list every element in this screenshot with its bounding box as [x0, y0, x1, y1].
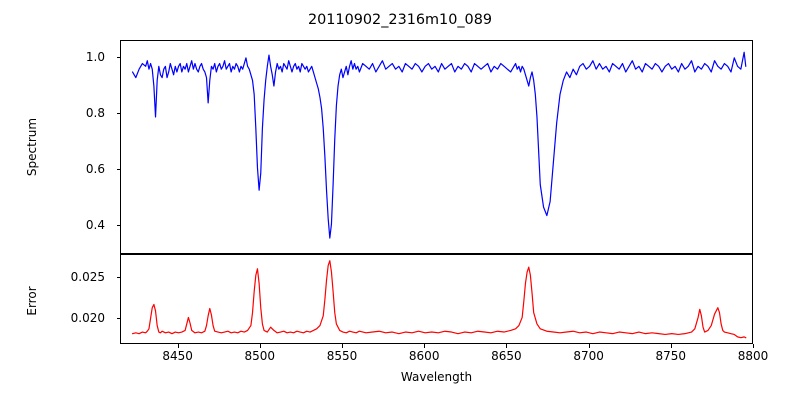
- spectrum-tickmark-0p4: [116, 225, 120, 226]
- xtickmark-8650: [506, 344, 508, 348]
- xtickmark-8600: [424, 344, 426, 348]
- xtick-8600: 8600: [408, 349, 440, 363]
- error-y-axis: 0.025 0.020: [0, 254, 112, 344]
- xtick-8700: 8700: [573, 349, 604, 363]
- xtick-8800: 8800: [737, 349, 769, 363]
- spectrum-ytick-0p6: 0.6: [85, 162, 105, 176]
- xtickmark-8800: [753, 344, 754, 348]
- xtick-8750: 8750: [655, 349, 687, 363]
- spectrum-tickmark-0p6: [116, 169, 120, 170]
- spectrum-ytick-0p8: 0.8: [85, 106, 105, 120]
- spectrum-plot-area: [120, 40, 753, 254]
- xtickmark-8450: [177, 344, 179, 348]
- spectrum-ytick-1p0: 1.0: [85, 50, 105, 64]
- xtickmark-8700: [588, 344, 590, 348]
- error-tickmark-0p025: [116, 277, 120, 278]
- page-title: 20110902_2316m10_089: [307, 12, 493, 28]
- error-plot-area: [120, 254, 753, 344]
- xtickmark-8500: [259, 344, 261, 348]
- spectrum-line-series: [131, 51, 747, 239]
- spectrum-tickmark-1p0: [116, 57, 120, 58]
- error-ytick-0p025: 0.025: [70, 270, 105, 284]
- spectrum-tickmark-0p8: [116, 113, 120, 114]
- error-tickmark-0p020: [116, 318, 120, 319]
- spectrum-ytick-0p4: 0.4: [85, 218, 105, 232]
- spectrum-axis-label: Spectrum: [25, 117, 39, 177]
- x-axis-label: Wavelength: [400, 370, 473, 384]
- xtick-8500: 8500: [244, 349, 276, 363]
- spectrum-y-axis: 1.0 0.8 0.6 0.4: [0, 40, 112, 254]
- error-axis-label: Error: [25, 286, 39, 316]
- xtickmark-8750: [670, 344, 672, 348]
- xtickmark-8550: [342, 344, 343, 348]
- xtick-8650: 8650: [491, 349, 522, 363]
- xtick-8550: 8550: [326, 349, 358, 363]
- error-line-series: [131, 260, 747, 339]
- xtick-8450: 8450: [162, 349, 193, 363]
- error-ytick-0p020: 0.020: [70, 311, 105, 325]
